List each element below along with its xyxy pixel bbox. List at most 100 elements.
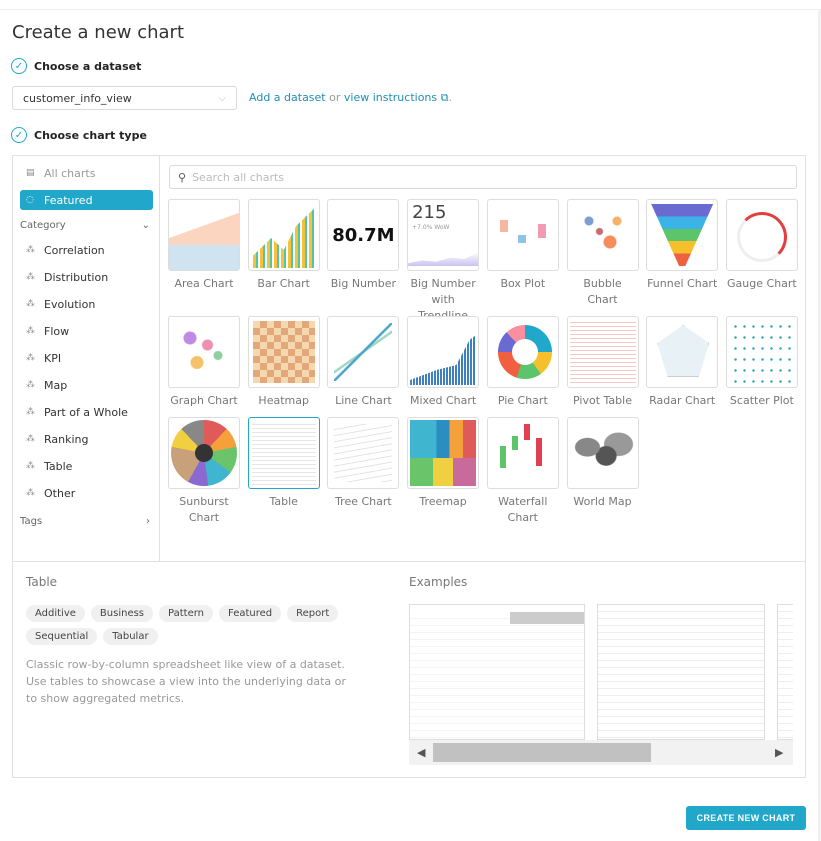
tags-header[interactable]: Tags › [20,516,150,527]
category-header-label: Category [20,220,66,231]
add-dataset-link[interactable]: Add a dataset [249,91,326,104]
chart-tile-heatmap[interactable]: Heatmap [247,316,320,409]
selected-chart-title: Table [26,575,58,589]
chart-tile-funnel-chart[interactable]: Funnel Chart [646,199,719,292]
sidebar-item-all-charts[interactable]: ▤ All charts [20,163,153,183]
sidebar-item-label: KPI [44,351,62,365]
sidebar-item-map[interactable]: ⁂ Map [20,375,153,395]
chart-tile-big-number-with-trendline[interactable]: 215+7.0% WoW Big Number with Trendline [407,199,480,324]
chart-tile-bar-chart[interactable]: Bar Chart [247,199,320,292]
scrollbar-thumb[interactable] [433,743,651,762]
category-header[interactable]: Category ⌄ [20,220,150,231]
sidebar-item-other[interactable]: ⁂ Other [20,483,153,503]
sidebar-item-flow[interactable]: ⁂ Flow [20,321,153,341]
chart-tile-label: Mixed Chart [409,394,477,407]
chart-tile-label: Graph Chart [170,394,238,407]
view-instructions-label: view instructions [343,91,438,104]
scroll-left-icon[interactable]: ◀ [417,746,426,759]
chart-search-input[interactable]: ⚲ Search all charts [169,165,797,189]
tag-tabular: Tabular [103,628,158,645]
or-text: or [329,91,341,104]
chart-sidebar: ▤ All charts ◌ Featured Category ⌄ Tags › ⁂ C… [13,156,160,561]
step-choose-dataset: ✓ Choose a dataset [11,58,141,74]
chart-tags: Additive Business Pattern Featured Report Seq… [26,605,366,645]
sidebar-item-distribution[interactable]: ⁂ Distribution [20,267,153,287]
check-circle-icon: ✓ [11,58,27,74]
chart-tile-sunburst-chart[interactable]: Sunburst Chart [168,417,240,526]
divider [13,561,805,562]
sidebar-item-kpi[interactable]: ⁂ KPI [20,348,153,368]
chart-tile-label: Waterfall Chart [498,495,548,524]
chart-tile-pie-chart[interactable]: Pie Chart [486,316,559,409]
sidebar-item-label: All charts [44,166,96,180]
examples-title: Examples [409,575,468,589]
sidebar-item-label: Table [44,459,73,473]
chart-tile-line-chart[interactable]: Line Chart [327,316,400,409]
chart-tile-label: Tree Chart [335,495,392,508]
chart-tile-radar-chart[interactable]: Radar Chart [646,316,719,409]
chart-tile-label: Radar Chart [649,394,716,407]
tag-sequential: Sequential [26,628,98,645]
chart-thumbnail: 215 +7.0% WoW [407,199,480,271]
chart-tile-label: Funnel Chart [647,277,718,290]
examples-scrollbar[interactable]: ◀ ▶ [409,740,793,765]
chart-thumbnail [566,199,639,271]
chart-tile-label: Box Plot [500,277,546,290]
sidebar-item-label: Evolution [44,297,96,311]
chart-thumbnail [725,199,798,271]
chart-tile-world-map[interactable]: World Map [566,417,639,510]
chart-tile-waterfall-chart[interactable]: Waterfall Chart [486,417,559,526]
tag-additive: Additive [26,605,85,622]
sidebar-item-table[interactable]: ⁂ Table [20,456,153,476]
dataset-select[interactable]: customer_info_view ⌵ [12,86,237,110]
chart-tile-big-number[interactable]: 80.7M Big Number [327,199,400,292]
chart-thumbnail [486,316,559,388]
chart-tile-label: Gauge Chart [727,277,797,290]
chart-tile-scatter-plot[interactable]: Scatter Plot [725,316,798,409]
sidebar-item-label: Other [44,486,76,500]
sidebar-item-label: Flow [44,324,70,338]
sidebar-item-label: Featured [44,193,93,207]
sidebar-item-featured[interactable]: ◌ Featured [20,190,153,210]
chevron-down-icon: ⌵ [218,92,226,104]
chart-tile-label: Scatter Plot [729,394,794,407]
sidebar-item-evolution[interactable]: ⁂ Evolution [20,294,153,314]
external-link-icon: ⧉ [440,91,449,104]
chart-tile-label: Treemap [419,495,467,508]
chart-thumbnail [725,316,798,388]
search-placeholder: Search all charts [192,170,285,184]
view-instructions-link[interactable]: view instructions ⧉ [344,91,449,104]
scroll-right-icon[interactable]: ▶ [775,746,784,759]
chart-tile-gauge-chart[interactable]: Gauge Chart [725,199,798,292]
big-number-sample: 80.7M [332,224,395,246]
examples-carousel: ◀ ▶ [409,604,793,767]
chart-tile-pivot-table[interactable]: Pivot Table [566,316,639,409]
chart-description: Classic row-by-column spreadsheet like v… [26,658,346,705]
create-new-chart-button[interactable]: CREATE NEW CHART [686,806,806,830]
chevron-down-icon: ⌄ [141,220,150,231]
dataset-links: Add a dataset or view instructions ⧉. [249,91,452,105]
chart-tile-table[interactable]: Table [247,417,320,510]
step-choose-chart-type: ✓ Choose chart type [11,127,147,143]
sidebar-item-label: Map [44,378,68,392]
category-icon: ⁂ [26,245,35,255]
sidebar-item-correlation[interactable]: ⁂ Correlation [20,240,153,260]
chart-tile-graph-chart[interactable]: Graph Chart [168,316,240,409]
chart-tile-area-chart[interactable]: Area Chart [168,199,240,292]
dataset-select-value: customer_info_view [23,91,132,105]
chart-tile-tree-chart[interactable]: Tree Chart [327,417,400,510]
chart-tile-box-plot[interactable]: Box Plot [486,199,559,292]
chart-thumbnail [646,316,719,388]
chart-tile-treemap[interactable]: Treemap [407,417,480,510]
chart-thumbnail: 80.7M [327,199,400,271]
page-scrollbar[interactable] [818,10,821,841]
chart-thumbnail [486,417,559,489]
chart-tile-bubble-chart[interactable]: Bubble Chart [566,199,639,308]
grid-icon: ▤ [26,168,35,178]
sidebar-item-ranking[interactable]: ⁂ Ranking [20,429,153,449]
chart-tile-label: Area Chart [174,277,234,290]
sidebar-item-part-of-a-whole[interactable]: ⁂ Part of a Whole [20,402,153,422]
check-circle-icon: ✓ [11,127,27,143]
chart-thumbnail [407,417,480,489]
chart-tile-mixed-chart[interactable]: Mixed Chart [407,316,480,409]
